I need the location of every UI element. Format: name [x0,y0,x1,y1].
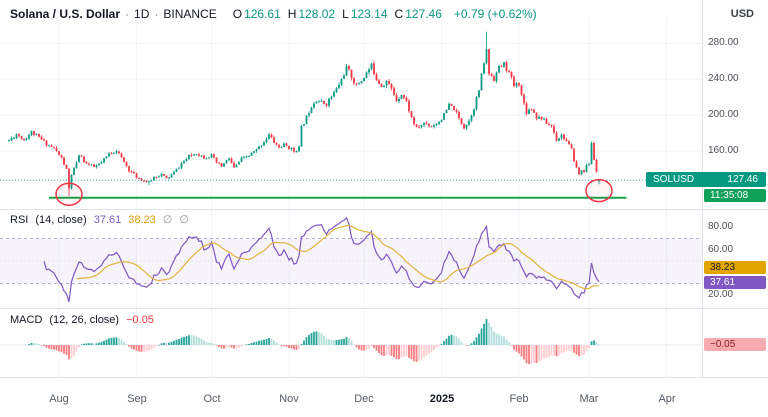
rsi-empty-value: ∅ [179,214,189,226]
rsi-ma-badge: 38.23 [704,261,766,274]
support-touch-circle[interactable] [585,178,613,203]
ohlc-values: O 126.61 H 128.02 L 123.14 C 127.46 [226,7,442,21]
ohlc-label: H [287,7,297,21]
interval-label[interactable]: 1D [134,7,150,21]
macd-header: MACD (12, 26, close) −0.05 [10,314,154,326]
rsi-header: RSI (14, close) 37.61 38.23 ∅ ∅ [10,213,189,227]
rsi-line [43,216,600,303]
ohlc-label: L [342,7,349,21]
last-price-badge: SOLUSD 127.46 [646,172,766,187]
rsi-value: 37.61 [93,213,122,226]
symbol-header: Solana / U.S. Dollar · 1D · BINANCE O 126… [10,7,537,21]
macd-params: (12, 26, close) [49,314,120,326]
rsi-pane [0,216,702,303]
ohlc-value: 127.46 [405,7,442,21]
ohlc-value: 128.02 [298,7,336,21]
rsi-ma-line [76,224,600,290]
ohlc-value: 126.61 [244,7,281,21]
rsi-params: (14, close) [35,213,87,226]
ohlc-label: C [394,7,404,21]
bar-countdown-badge: 11:35:08 [704,189,766,202]
macd-value-badge: −0.05 [704,338,766,351]
change-value: +0.79 (+0.62%) [453,7,537,21]
exchange-label[interactable]: BINANCE [163,7,217,21]
rsi-empty-value: ∅ [162,214,173,226]
price-badge-symbol: SOLUSD [653,174,695,185]
candlestick-series [8,31,600,196]
currency-toggle[interactable]: USD [730,8,754,20]
macd-value: −0.05 [126,314,154,326]
user-drawings [49,178,627,206]
separator: · [125,7,130,21]
pane-separators [0,0,768,378]
support-touch-circle[interactable] [55,182,83,206]
rsi-ma-value: 38.23 [128,213,156,226]
price-badge-value: 127.46 [727,174,758,185]
time-scale[interactable] [0,378,768,417]
separator: · [154,7,159,21]
symbol-title[interactable]: Solana / U.S. Dollar [10,7,121,21]
ohlc-label: O [232,7,243,21]
macd-histogram [23,319,600,364]
macd-title[interactable]: MACD [10,314,43,326]
rsi-value-badge: 37.61 [704,276,766,289]
ohlc-value: 123.14 [350,7,388,21]
rsi-title[interactable]: RSI [10,213,29,226]
